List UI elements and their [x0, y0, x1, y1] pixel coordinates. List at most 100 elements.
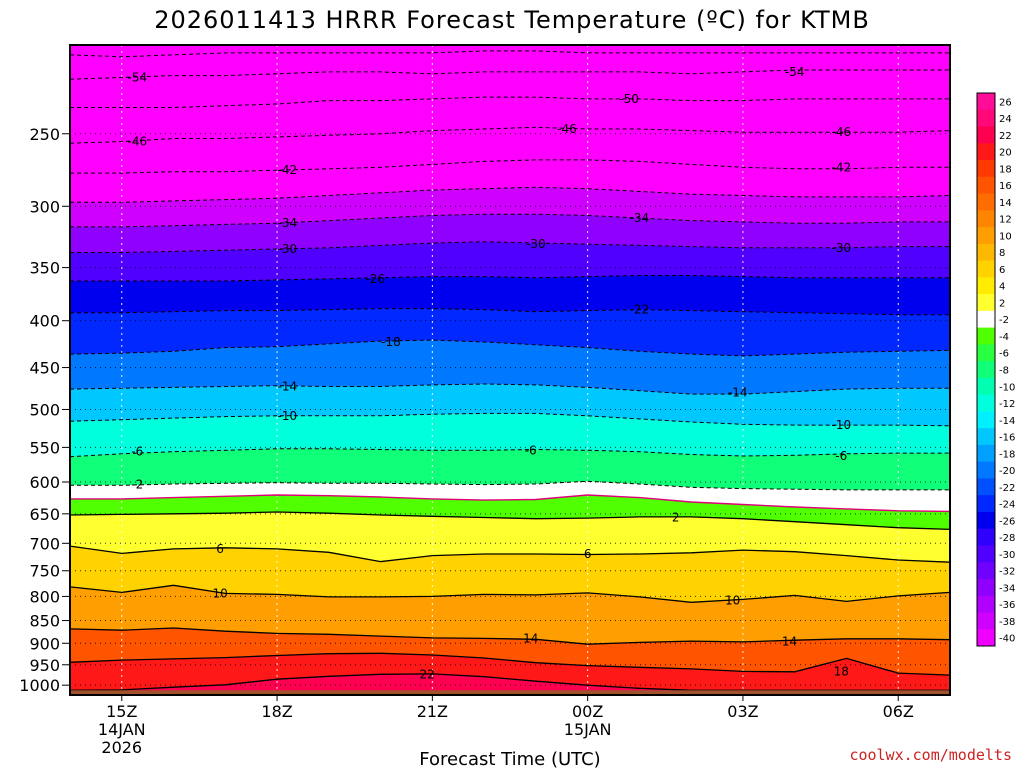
- contour-label: 10: [212, 586, 227, 600]
- colorbar-swatch: [977, 344, 995, 362]
- contour-label: -10: [278, 409, 298, 423]
- colorbar-swatch: [977, 495, 995, 513]
- colorbar-swatch: [977, 327, 995, 345]
- contour-label: -22: [630, 303, 650, 317]
- y-tick-label: 350: [29, 259, 60, 278]
- contour-label: -18: [381, 335, 401, 349]
- contour-label: 6: [584, 547, 592, 561]
- x-tick-label: 18Z: [261, 702, 292, 721]
- colorbar-swatch: [977, 629, 995, 647]
- colorbar-swatch: [977, 260, 995, 278]
- contour-label: -30: [278, 242, 298, 256]
- colorbar-swatch: [977, 193, 995, 211]
- contour-label: -2: [131, 478, 143, 492]
- colorbar-label: -40: [999, 634, 1015, 645]
- contour-label: -46: [127, 135, 147, 149]
- y-tick-label: 800: [29, 587, 60, 606]
- colorbar-label: 16: [999, 181, 1012, 192]
- x-tick-label: 06Z: [883, 702, 914, 721]
- colorbar-swatch: [977, 545, 995, 563]
- isotherm-line: [70, 545, 950, 563]
- colorbar-swatch: [977, 143, 995, 161]
- contour-label: -54: [127, 70, 147, 84]
- contour-label: -30: [526, 237, 546, 251]
- contour-label: -10: [831, 418, 851, 432]
- contour-label: -50: [619, 92, 639, 106]
- colorbar-label: -24: [999, 500, 1015, 511]
- isotherm-line: [70, 584, 950, 603]
- temperature-band: [70, 628, 950, 676]
- contour-label: -6: [835, 449, 847, 463]
- chart-title: 2026011413 HRRR Forecast Temperature (ºC…: [154, 6, 870, 34]
- colorbar-label: 8: [999, 248, 1005, 259]
- temperature-band: [70, 70, 950, 108]
- colorbar-swatch: [977, 310, 995, 329]
- colorbar-swatch: [977, 377, 995, 396]
- contour-label: 14: [782, 634, 797, 648]
- colorbar-label: -2: [999, 315, 1009, 326]
- temperature-band: [70, 187, 950, 227]
- y-tick-label: 250: [29, 125, 60, 144]
- contour-label: 18: [834, 664, 849, 678]
- colorbar-label: -30: [999, 550, 1015, 561]
- x-tick-label: 21Z: [417, 702, 448, 721]
- contour-label: -14: [278, 380, 298, 394]
- contour-label: -54: [785, 65, 805, 79]
- colorbar-label: -14: [999, 416, 1015, 427]
- colorbar-label: 2: [999, 298, 1005, 309]
- plot-area: -54 -54 -50 -46 -46 -46 -42 -42 -34 -34 -30 -30 -30 -…: [70, 45, 950, 695]
- y-tick-label: 500: [29, 400, 60, 419]
- ground: [70, 690, 950, 695]
- contour-label: -14: [728, 385, 748, 399]
- contour-label: -34: [278, 216, 298, 230]
- contour-label: -42: [831, 160, 851, 174]
- colorbar-label: -22: [999, 483, 1015, 494]
- y-tick-label: 1000: [19, 676, 60, 695]
- colorbar-swatch: [977, 394, 995, 412]
- contour-label: -46: [831, 125, 851, 139]
- colorbar-swatch: [977, 277, 995, 295]
- colorbar-label: -8: [999, 366, 1009, 377]
- credit-text: coolwx.com/modelts: [849, 746, 1012, 764]
- temperature-band: [70, 275, 950, 315]
- colorbar-swatch: [977, 126, 995, 144]
- y-tick-label: 600: [29, 473, 60, 492]
- colorbar-swatch: [977, 109, 995, 128]
- x-tick-label: 00Z: [572, 702, 603, 721]
- y-tick-label: 700: [29, 534, 60, 553]
- colorbar-swatch: [977, 444, 995, 463]
- isotherm-lines: [70, 50, 950, 691]
- contour-labels: -54 -54 -50 -46 -46 -46 -42 -42 -34 -34 -30 -30 -30 -…: [127, 65, 851, 681]
- contour-label: -34: [630, 211, 650, 225]
- grid-lines: [70, 45, 950, 695]
- temperature-band: [70, 127, 950, 174]
- temperature-bands: [70, 50, 950, 695]
- colorbar-label: 24: [999, 114, 1012, 125]
- colorbar-swatch: [977, 93, 995, 111]
- colorbar-swatch: [977, 176, 995, 195]
- contour-label: 2: [672, 510, 680, 524]
- colorbar-swatch: [977, 528, 995, 546]
- colorbar-swatch: [977, 361, 995, 379]
- colorbar-swatch: [977, 411, 995, 429]
- y-tick-label: 650: [29, 505, 60, 524]
- colorbar-label: -6: [999, 349, 1009, 360]
- colorbar-label: 26: [999, 97, 1012, 108]
- freezing-line: [70, 494, 950, 513]
- colorbar-label: 22: [999, 131, 1012, 142]
- contour-label: -46: [557, 122, 577, 136]
- colorbar-swatch: [977, 461, 995, 479]
- contour-label: -26: [366, 272, 386, 286]
- colorbar-label: -38: [999, 617, 1015, 628]
- colorbar-label: -16: [999, 433, 1015, 444]
- y-tick-label: 850: [29, 612, 60, 631]
- contour-label: 22: [420, 667, 435, 681]
- contour-label: 14: [523, 631, 538, 645]
- colorbar-label: 20: [999, 148, 1012, 159]
- colorbar-label: -36: [999, 600, 1015, 611]
- isotherm-line: [70, 627, 950, 645]
- y-tick-label: 750: [29, 562, 60, 581]
- temperature-band: [70, 241, 950, 281]
